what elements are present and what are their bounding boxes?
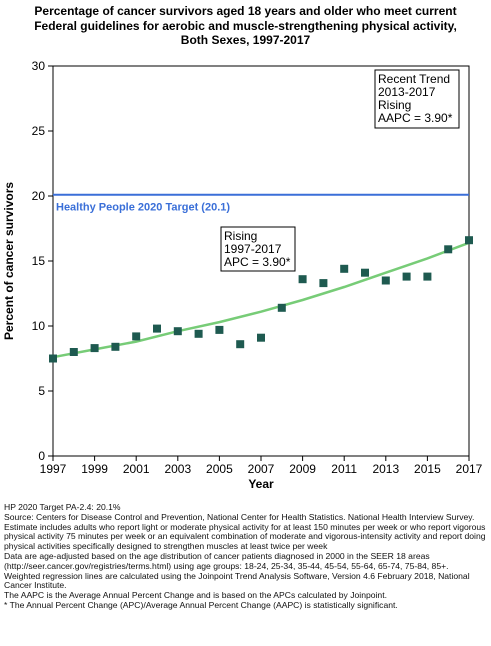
y-tick-label: 15 (32, 254, 46, 268)
data-point (361, 268, 369, 277)
x-tick-label: 1997 (40, 462, 67, 476)
footnote-aapc: The AAPC is the Average Annual Percent C… (4, 590, 387, 601)
data-point (215, 325, 224, 334)
x-tick-label: 2005 (206, 462, 233, 476)
footnote-source: Source: Centers for Disease Control and … (4, 511, 475, 522)
data-point (132, 332, 141, 341)
data-point (69, 348, 78, 356)
x-tick-label: 2017 (456, 462, 483, 476)
data-point (194, 329, 203, 338)
footnote-regression: Weighted regression lines are calculated… (4, 570, 470, 591)
annotation-text: AAPC = 3.90* (378, 111, 453, 125)
scatter-chart: 0 5 10 15 20 25 30 1997 1999 2001 2003 2005 2007 2009… (2, 59, 483, 491)
x-axis-label: Year (248, 477, 274, 491)
annotation-text: 2013-2017 (378, 85, 436, 99)
target-label: Healthy People 2020 Target (20.1) (56, 202, 230, 214)
x-tick-label: 2007 (248, 462, 275, 476)
data-point (298, 275, 307, 284)
chart-title: Percentage of cancer survivors aged 18 y… (0, 4, 491, 48)
data-point (444, 245, 453, 254)
footnote-age-adjusted: Data are age-adjusted based on the age d… (4, 550, 449, 571)
data-point (236, 340, 245, 349)
data-point (402, 272, 411, 281)
y-tick-label: 30 (32, 59, 46, 73)
y-tick-label: 25 (32, 124, 46, 138)
trend-line-group (52, 241, 470, 359)
y-tick-label: 20 (32, 189, 46, 203)
data-point (111, 342, 120, 351)
footnote-significance: * The Annual Percent Change (APC)/Averag… (4, 599, 398, 610)
chart-title-line-1: Percentage of cancer survivors aged 18 y… (34, 4, 457, 18)
axes: 0 5 10 15 20 25 30 1997 1999 2001 2003 2005 2007 2009… (2, 59, 483, 491)
x-tick-label: 2013 (372, 462, 399, 476)
annotation-text: 1997-2017 (224, 242, 282, 256)
data-point (153, 324, 161, 333)
annotation-text: Rising (378, 98, 411, 112)
trend-line (52, 241, 470, 359)
data-points (49, 236, 473, 363)
x-tick-label: 2009 (289, 462, 316, 476)
annotation-frame (374, 69, 460, 129)
y-axis-label: Percent of cancer survivors (2, 182, 16, 340)
data-point (49, 354, 57, 363)
target-line-group: Healthy People 2020 Target (20.1) (53, 193, 469, 214)
data-point (90, 344, 99, 353)
y-tick-label: 10 (32, 319, 46, 333)
x-tick-label: 1999 (81, 462, 108, 476)
data-point (423, 272, 432, 281)
data-point (340, 264, 349, 273)
annotation-text: Recent Trend (378, 72, 450, 86)
data-point (465, 236, 473, 245)
data-point (277, 303, 286, 312)
data-point (173, 327, 182, 336)
data-point (257, 333, 265, 342)
x-tick-label: 2015 (414, 462, 441, 476)
x-tick-label: 2011 (331, 462, 357, 476)
annotation-text: Rising (224, 229, 257, 243)
y-tick-label: 0 (38, 449, 45, 463)
data-point (319, 279, 328, 288)
y-tick-label: 5 (38, 384, 45, 398)
footnote-estimate: Estimate includes adults who report ligh… (4, 521, 486, 552)
data-point (381, 276, 390, 285)
chart-title-line-2: Federal guidelines for aerobic and muscl… (34, 18, 457, 33)
footnotes: HP 2020 Target PA-2.4: 20.1% Source: Cen… (4, 502, 488, 611)
footnote-hp-target: HP 2020 Target PA-2.4: 20.1% (4, 502, 121, 512)
chart-title-line-3: Both Sexes, 1997-2017 (180, 33, 311, 47)
x-tick-label: 2003 (164, 462, 191, 476)
annotation-frame (220, 226, 296, 272)
x-tick-label: 2001 (123, 462, 150, 476)
annotation-text: APC = 3.90* (224, 255, 291, 269)
